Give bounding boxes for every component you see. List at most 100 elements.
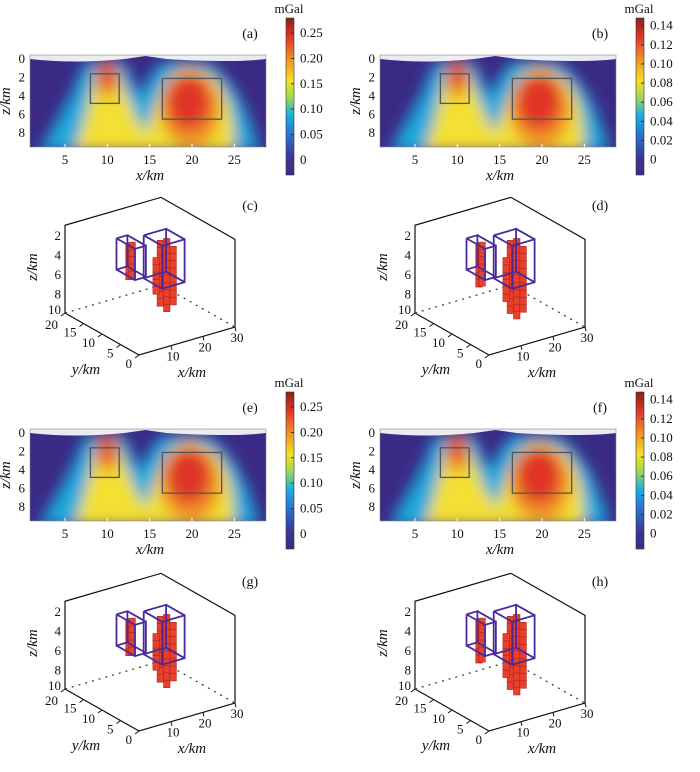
y-tick [429,699,434,703]
x-tick [552,336,555,341]
y-tick-label: 5 [107,346,114,361]
panel-label: (h) [592,575,609,590]
z-tick-label: 4 [55,624,62,639]
voxel [169,246,177,255]
panel-label: (g) [242,575,259,590]
y-axis-label: z/km [0,87,14,116]
colorbar-tick-label: 0.12 [650,37,673,52]
panel-label: (b) [592,27,609,42]
x-tick-label: 30 [581,330,594,345]
z-axis-label: z/km [375,629,391,658]
y-axis-label: z/km [348,87,364,116]
y-axis-label: z/km [0,461,14,490]
colorbar-tick-label: 0.04 [650,113,673,128]
body-box-0 [476,234,497,247]
colorbar-tick-label: 0.06 [650,94,673,109]
body-box-0 [116,237,136,250]
body-box-0 [126,234,147,247]
y-tick-label: 0 [126,356,133,371]
z-axis-label: z/km [25,253,41,282]
y-tick [60,688,66,693]
red-zone-left [449,436,466,463]
colorbar-unit: mGal [275,1,304,16]
panel-b: (b) 5 10 15 20 25 0 2 4 6 8 x/km z/km mGal 0 0.02 0.04 0.… [348,1,673,184]
colorbar-tick-label: 0.02 [650,133,673,148]
y-tick [116,344,121,348]
y-tick [447,333,453,338]
x-tick-label: 20 [186,152,199,167]
colorbar-tick-label: 0.15 [300,450,323,465]
body-outline-1 [161,451,223,494]
z-tick-label: 8 [405,663,412,678]
voxel [519,246,527,255]
y-tick-label: 2 [19,444,26,459]
panel-label: (f) [593,401,607,416]
hidden-edges [414,660,586,704]
voxel [519,665,527,674]
voxel [513,289,521,298]
y-tick-label: 2 [369,444,376,459]
body-box-0 [476,641,497,654]
voxel [163,303,171,312]
z-tick-label: 2 [55,604,62,619]
colorbar-tick-label: 0.06 [650,468,673,483]
voxel [169,289,177,298]
x-tick-label: 20 [536,152,549,167]
voxel [169,629,177,638]
voxel [513,672,521,681]
x-tick-label: 5 [62,152,69,167]
y-tick-label: 10 [82,711,95,726]
y-tick-label: 5 [457,722,464,737]
colorbar-tick-label: 0.02 [650,507,673,522]
x-tick-label: 25 [578,526,591,541]
x-tick-label: 25 [228,152,241,167]
colorbar-tick-label: 0.05 [300,126,323,141]
y-tick-label: 0 [476,732,483,747]
voxel [152,257,160,266]
panel-f: (f) 5 10 15 20 25 0 2 4 6 8 x/km z/km mGal 0 0.02 0.04 0.… [348,375,673,558]
y-tick-label: 8 [369,125,376,140]
y-tick-label: 0 [19,51,26,66]
z-tick-label: 4 [55,248,62,263]
y-tick [134,354,140,359]
body-box-0 [126,265,147,278]
body-box-1 [143,610,163,623]
y-tick-label: 6 [369,481,376,496]
y-tick [466,720,471,724]
y-tick-label: 4 [369,88,376,103]
y-tick-label: 4 [19,462,26,477]
body-box-1 [493,653,513,666]
x-tick-label: 20 [536,526,549,541]
plot-frame [379,54,617,148]
body-box-1 [515,646,536,660]
voxel [152,640,160,649]
voxel [519,260,527,269]
body-box-1 [165,646,186,660]
colorbar [635,17,645,176]
z-tick-label: 10 [398,678,411,693]
z-tick-label: 4 [405,624,412,639]
red-zone-left [99,436,116,463]
x-tick-label: 5 [412,526,419,541]
heatmap [30,55,266,147]
panel-label: (d) [592,199,609,214]
panel-e: (e) 5 10 15 20 25 0 2 4 6 8 x/km z/km mGal 0 0.05 0.10 0.… [0,375,323,558]
topography-mask [380,429,616,436]
y-tick-label: 4 [19,88,26,103]
z-tick-label: 2 [405,604,412,619]
y-tick-label: 15 [414,701,427,716]
x-tick-label: 15 [493,526,506,541]
voxel [513,650,521,659]
voxel [163,679,171,688]
x-tick [202,336,205,341]
x-tick-label: 5 [62,526,69,541]
body-box-0 [476,610,497,623]
z-tick-label: 6 [405,267,412,282]
body-outline-1 [511,451,573,494]
y-tick [134,730,140,735]
voxel [519,680,527,689]
y-tick [60,312,66,317]
y-tick-label: 0 [19,425,26,440]
z-tick-label: 6 [55,643,62,658]
voxel [519,636,527,645]
